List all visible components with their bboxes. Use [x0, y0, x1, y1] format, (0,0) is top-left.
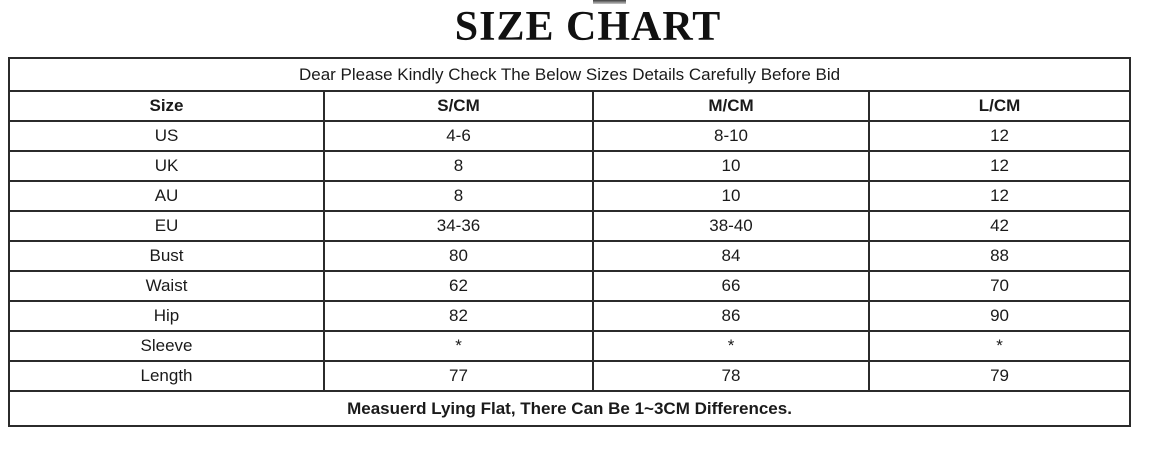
size-value-cell: * [592, 330, 870, 362]
row-label: UK [8, 150, 325, 182]
size-value-cell: * [323, 330, 594, 362]
table-row-bust: Bust 80 84 88 [8, 240, 1132, 272]
notice-row: Dear Please Kindly Check The Below Sizes… [7, 57, 1132, 92]
size-value-cell: 66 [592, 270, 870, 302]
size-value-cell: 62 [323, 270, 594, 302]
page-title: SIZE CHART [454, 4, 722, 50]
row-label: AU [8, 180, 325, 212]
table-row-waist: Waist 62 66 70 [8, 270, 1132, 302]
table-row-us: US 4-6 8-10 12 [8, 120, 1132, 152]
column-header-l: L/CM [867, 90, 1132, 122]
column-header-size: Size [8, 90, 325, 122]
size-value-cell: 38-40 [592, 210, 870, 242]
size-value-cell: 84 [592, 240, 870, 272]
table-row-au: AU 8 10 12 [8, 180, 1132, 212]
size-value-cell: 8-10 [592, 120, 870, 152]
size-value-cell: 4-6 [323, 120, 594, 152]
footer-row: Measuerd Lying Flat, There Can Be 1~3CM … [7, 390, 1132, 427]
size-chart-table: Dear Please Kindly Check The Below Sizes… [7, 57, 1132, 427]
size-value-cell: 8 [323, 150, 594, 182]
header-row: Size S/CM M/CM L/CM [8, 90, 1132, 122]
table-row-uk: UK 8 10 12 [8, 150, 1132, 182]
size-value-cell: 78 [592, 360, 870, 392]
row-label: Length [8, 360, 325, 392]
table-row-hip: Hip 82 86 90 [8, 300, 1132, 332]
row-label: Hip [8, 300, 325, 332]
size-value-cell: 12 [867, 120, 1132, 152]
size-value-cell: * [867, 330, 1132, 362]
notice-text: Dear Please Kindly Check The Below Sizes… [7, 57, 1132, 92]
size-value-cell: 88 [867, 240, 1132, 272]
size-value-cell: 10 [592, 150, 870, 182]
size-value-cell: 86 [592, 300, 870, 332]
row-label: Sleeve [8, 330, 325, 362]
row-label: US [8, 120, 325, 152]
row-label: EU [8, 210, 325, 242]
size-value-cell: 77 [323, 360, 594, 392]
row-label: Waist [8, 270, 325, 302]
size-value-cell: 79 [867, 360, 1132, 392]
table-row-length: Length 77 78 79 [8, 360, 1132, 392]
table-row-eu: EU 34-36 38-40 42 [8, 210, 1132, 242]
size-value-cell: 82 [323, 300, 594, 332]
size-value-cell: 12 [867, 180, 1132, 212]
size-value-cell: 90 [867, 300, 1132, 332]
size-value-cell: 8 [323, 180, 594, 212]
size-value-cell: 10 [592, 180, 870, 212]
size-value-cell: 12 [867, 150, 1132, 182]
size-value-cell: 34-36 [323, 210, 594, 242]
size-value-cell: 80 [323, 240, 594, 272]
footer-note: Measuerd Lying Flat, There Can Be 1~3CM … [7, 390, 1132, 427]
cropped-logo-mark [593, 0, 626, 4]
size-value-cell: 70 [867, 270, 1132, 302]
row-label: Bust [8, 240, 325, 272]
table-row-sleeve: Sleeve * * * [8, 330, 1132, 362]
column-header-m: M/CM [592, 90, 870, 122]
column-header-s: S/CM [323, 90, 594, 122]
size-value-cell: 42 [867, 210, 1132, 242]
